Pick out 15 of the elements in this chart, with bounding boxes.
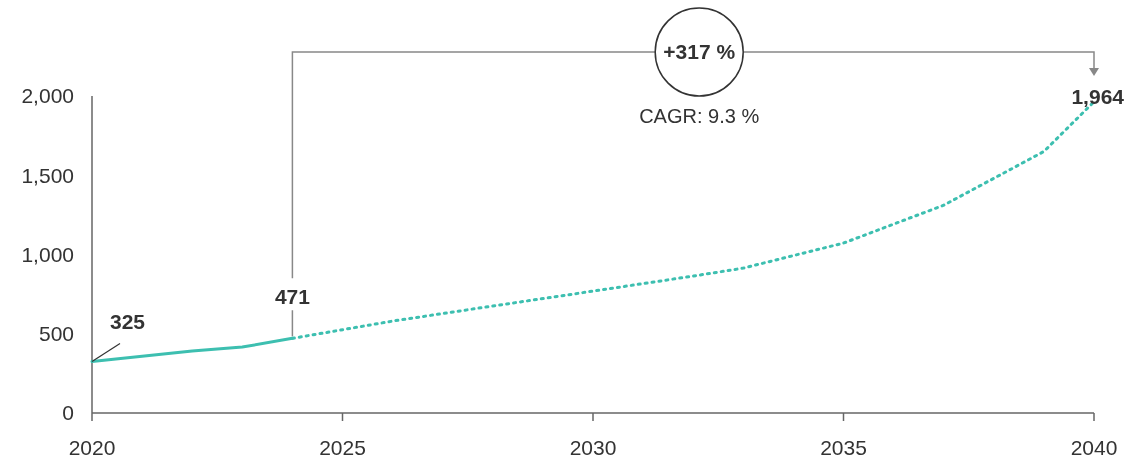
x-tick-label: 2030 — [569, 436, 617, 460]
y-tick-label: 2,000 — [21, 84, 74, 108]
text: +317 % — [663, 40, 736, 64]
data-label: 325 — [110, 310, 146, 334]
annotation: CAGR: 9.3 % — [639, 105, 760, 127]
x-tick-label: 2025 — [319, 436, 366, 460]
x-tick-label: 2020 — [68, 436, 116, 460]
data-label: 471 — [274, 285, 311, 309]
x-tick-label: 2040 — [1070, 436, 1118, 460]
x-tick-label: 2035 — [820, 436, 867, 460]
y-tick-label: 1,000 — [21, 242, 74, 266]
y-tick-label: 1,500 — [21, 163, 74, 187]
y-tick-label: 500 — [38, 322, 74, 346]
data-label: 1,964 — [1071, 84, 1124, 108]
y-tick-label: 0 — [62, 401, 74, 425]
